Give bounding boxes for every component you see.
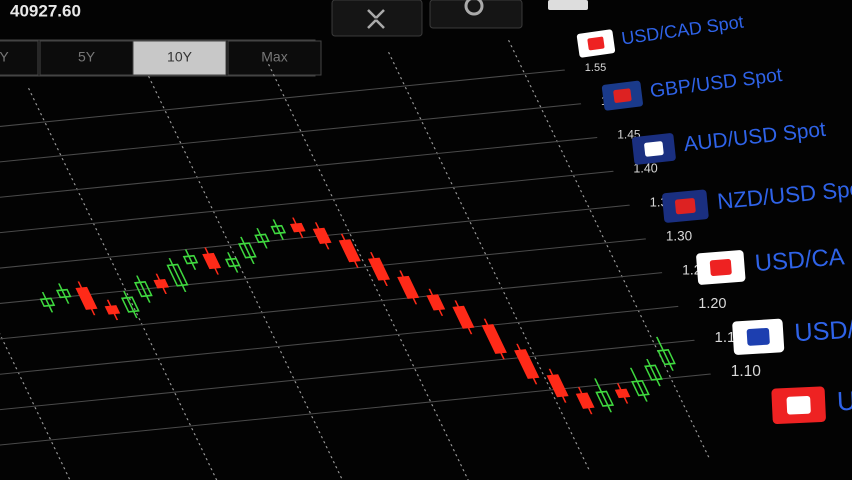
candle-body <box>514 349 540 379</box>
y-tick-label: 1.20 <box>698 296 726 312</box>
candle-body <box>426 294 446 311</box>
grid-line <box>0 238 647 380</box>
tab[interactable] <box>227 40 322 76</box>
tabs: Y 5Y 10Y Max <box>0 40 322 76</box>
candle-body <box>546 374 569 398</box>
candle-body <box>120 296 140 313</box>
flag <box>548 0 588 10</box>
grid-line <box>0 69 566 211</box>
candle-wick <box>240 236 255 264</box>
currency-item[interactable]: U <box>771 385 852 425</box>
tab[interactable] <box>39 40 134 76</box>
grid-line <box>0 103 582 245</box>
grid-line <box>0 305 679 447</box>
candle-body <box>270 224 287 235</box>
currency-name: USD/ <box>794 316 852 348</box>
grid-line <box>0 339 695 480</box>
candle-wick <box>58 283 70 304</box>
candle-body <box>182 254 199 265</box>
flag-detail <box>644 141 664 157</box>
candle-body <box>657 349 676 366</box>
grid-line <box>0 204 630 346</box>
currency-name: U <box>836 386 852 417</box>
tab-label: 10Y <box>167 49 193 65</box>
tab-label: 5Y <box>78 49 96 65</box>
candle-body <box>481 324 507 354</box>
candle-body <box>153 279 170 289</box>
y-tick-label: 1.30 <box>666 228 692 243</box>
candle-body <box>575 392 595 409</box>
icon <box>464 0 484 16</box>
candle-body <box>75 286 98 310</box>
plot-area <box>0 40 711 480</box>
candle-wick <box>123 290 138 319</box>
candle-body <box>39 297 56 307</box>
candle-body <box>595 390 615 407</box>
flag-detail <box>613 88 632 103</box>
candle-body <box>254 233 270 244</box>
tab[interactable] <box>132 40 227 76</box>
candle-body <box>614 388 631 399</box>
candle-body <box>367 257 391 281</box>
candle-body <box>644 364 663 381</box>
grid-line <box>0 373 711 480</box>
flag-detail <box>786 395 811 415</box>
y-tick-label: 1.40 <box>633 162 657 176</box>
candle-wick <box>256 228 268 249</box>
y-tick-label: 1.55 <box>585 62 606 74</box>
candle-wick <box>655 336 674 371</box>
grid-line <box>0 170 614 312</box>
y-tick-label: 1.10 <box>731 363 762 380</box>
candle-wick <box>168 258 187 293</box>
candle-body <box>631 379 650 397</box>
candle-body <box>289 222 306 233</box>
currency-item[interactable]: USD/CA <box>696 242 846 285</box>
candle-body <box>104 305 121 315</box>
candle-wick <box>646 359 661 387</box>
candle-body <box>452 305 475 329</box>
candle-wick <box>594 378 612 413</box>
flag-detail <box>674 198 696 215</box>
tab-label: Max <box>261 49 287 65</box>
candle-body <box>133 280 153 298</box>
candle-body <box>224 257 241 268</box>
candle-wick <box>136 275 151 303</box>
tab-label: Y <box>0 49 9 65</box>
candle-wick <box>272 219 284 240</box>
candle-body <box>338 239 361 263</box>
candle-wick <box>41 292 54 313</box>
header-value: 40927.60 <box>10 1 81 20</box>
candle-body <box>397 275 420 299</box>
candle-wick <box>629 367 648 402</box>
flag-detail <box>587 36 605 51</box>
icon <box>367 9 385 29</box>
candle-body <box>55 288 72 299</box>
flag-detail <box>746 327 770 346</box>
candle-body <box>312 227 332 244</box>
currency-item[interactable]: USD/ <box>732 314 852 355</box>
candle-body <box>237 242 257 259</box>
candle-body <box>166 263 189 287</box>
grid-line <box>0 137 598 279</box>
flag-detail <box>709 258 732 277</box>
candle-wick <box>184 249 197 270</box>
candle-body <box>202 252 222 270</box>
candle-wick <box>227 252 239 273</box>
tab[interactable] <box>0 40 39 76</box>
